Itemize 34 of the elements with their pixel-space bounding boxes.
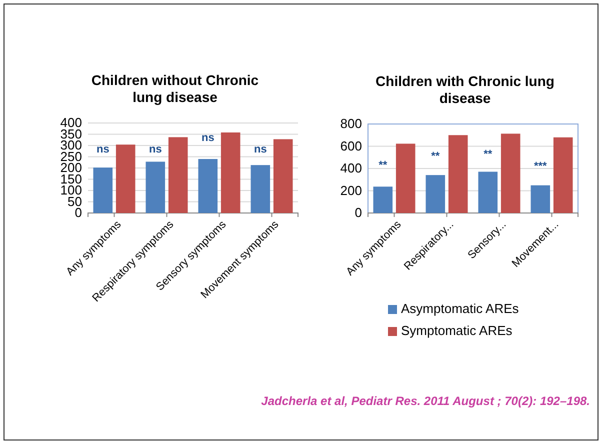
bar (116, 144, 136, 213)
legend-label: Asymptomatic AREs (401, 301, 520, 316)
bar (220, 132, 240, 213)
bar (198, 159, 218, 213)
bar (426, 175, 446, 213)
text: Jadcherla et al, Pediatr Res. 2011 August ; 70(2): 192–198. (261, 394, 590, 408)
annotation: ns (201, 132, 214, 144)
annotation: ** (431, 150, 440, 163)
bar (93, 168, 113, 213)
annotation: ns (96, 143, 110, 156)
annotation: *** (534, 160, 548, 173)
y-tick-label: 400 (340, 160, 362, 176)
y-tick-label: 200 (340, 182, 362, 198)
bar (250, 165, 270, 213)
y-tick-label: 0 (354, 205, 362, 220)
bar (478, 172, 498, 213)
bar (530, 185, 550, 213)
y-tick-label: 800 (340, 116, 362, 132)
bar (500, 134, 520, 213)
bar (553, 137, 573, 213)
bar (273, 139, 293, 213)
bar (168, 137, 188, 213)
bar (448, 135, 468, 213)
annotation: ns (148, 143, 162, 156)
annotation: ** (378, 160, 388, 172)
bar (146, 162, 166, 213)
bar (373, 186, 393, 213)
annotation: ns (254, 143, 267, 156)
bar (396, 144, 416, 213)
annotation: ** (484, 148, 493, 160)
chart-title: Children with Chronic lung disease (376, 73, 554, 106)
chart-title: Children without Chronic lung disease (91, 72, 259, 105)
legend-label: Symptomatic AREs (401, 323, 513, 338)
y-tick-label: 600 (340, 138, 362, 154)
